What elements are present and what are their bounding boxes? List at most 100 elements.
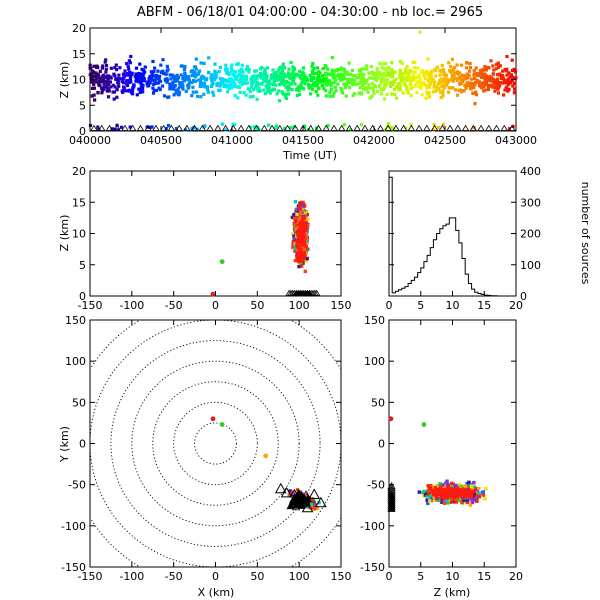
- station-marker: [469, 124, 478, 131]
- time-height-point: [89, 79, 94, 83]
- time-height-point: [433, 80, 437, 84]
- time-height-point: [162, 94, 167, 98]
- time-height-point: [447, 85, 451, 90]
- time-height-point: [219, 79, 224, 83]
- station-marker: [113, 124, 121, 131]
- time-height-point: [274, 124, 278, 128]
- time-height-point: [267, 79, 271, 83]
- time-height-point: [407, 71, 411, 75]
- time-tick-label: 040500: [140, 134, 182, 147]
- time-height-point: [129, 80, 133, 84]
- time-height-point: [391, 73, 395, 77]
- time-height-point: [401, 71, 405, 75]
- hist-x-tick-label: 15: [477, 299, 491, 312]
- time-height-point: [450, 57, 454, 61]
- time-height-point: [458, 77, 462, 81]
- station-marker: [415, 124, 423, 131]
- z-y-point: [434, 495, 439, 499]
- x-z-point: [298, 201, 303, 205]
- time-height-point: [104, 67, 108, 71]
- station-marker: [454, 124, 462, 131]
- time-height-point: [309, 92, 313, 96]
- z-y-point: [430, 489, 434, 494]
- time-height-point: [212, 78, 216, 82]
- time-height-point: [230, 77, 234, 81]
- time-height-point: [360, 74, 364, 78]
- time-height-point: [365, 78, 369, 82]
- time-height-point: [383, 83, 387, 87]
- hist-y-tick-label: 100: [520, 259, 541, 272]
- time-height-point: [398, 68, 402, 72]
- histogram-count-label: number of sources: [579, 182, 592, 285]
- z-y-point: [438, 482, 442, 486]
- time-height-point: [232, 82, 236, 86]
- time-height-point: [388, 81, 393, 85]
- time-height-point: [440, 77, 444, 81]
- time-height-point: [480, 75, 484, 79]
- x-z-point: [292, 236, 296, 240]
- time-height-point: [342, 67, 346, 71]
- time-height-point: [218, 77, 222, 81]
- plan-point: [312, 503, 316, 507]
- time-height-point: [376, 89, 380, 93]
- time-height-point: [150, 78, 154, 82]
- time-height-point: [278, 72, 282, 77]
- time-height-point: [421, 80, 425, 85]
- time-height-point: [311, 68, 315, 73]
- x-z-point: [299, 261, 304, 265]
- time-height-point: [128, 73, 132, 77]
- time-height-point: [104, 63, 109, 68]
- time-height-point: [153, 74, 157, 78]
- x-tick-label: -150: [78, 299, 103, 312]
- time-height-point: [327, 78, 331, 83]
- time-height-point: [330, 68, 334, 72]
- time-height-point: [312, 66, 316, 70]
- time-height-point: [280, 90, 284, 94]
- station-marker: [229, 124, 238, 131]
- station-marker: [260, 124, 269, 131]
- time-height-point: [280, 72, 284, 76]
- time-height-point: [340, 88, 344, 92]
- z-y-point: [470, 482, 474, 486]
- time-height-point: [127, 88, 132, 92]
- time-height-point: [380, 65, 384, 69]
- time-height-point: [432, 85, 436, 89]
- time-height-point: [390, 75, 394, 79]
- time-height-point: [400, 61, 404, 65]
- plan-outlier: [210, 416, 216, 422]
- time-height-point: [468, 69, 472, 73]
- station-marker: [291, 503, 301, 511]
- time-height-point: [329, 87, 333, 92]
- station-marker: [237, 124, 245, 131]
- time-height-point: [287, 75, 291, 79]
- time-height-point: [199, 61, 203, 65]
- station-marker: [128, 124, 137, 131]
- station-marker: [477, 124, 485, 131]
- time-height-point: [374, 79, 378, 83]
- time-height-point: [121, 90, 125, 94]
- time-height-point: [495, 79, 499, 83]
- time-height-point: [501, 69, 505, 73]
- time-height-point: [303, 74, 307, 78]
- time-height-point: [357, 73, 361, 77]
- time-height-point: [435, 66, 439, 70]
- time-height-point: [331, 94, 335, 98]
- time-height-point: [509, 80, 513, 85]
- time-height-point: [463, 84, 467, 88]
- y-tick-label: 0: [79, 438, 86, 451]
- time-height-point: [127, 59, 131, 63]
- time-height-panel: 040000 040500 041000 041500 042000 042500 0430…: [58, 22, 537, 162]
- time-height-point: [379, 81, 383, 85]
- time-height-point: [429, 82, 433, 86]
- time-height-point: [501, 77, 505, 81]
- time-height-point: [164, 72, 168, 76]
- time-height-point: [414, 84, 418, 88]
- histogram-frame: [388, 170, 517, 297]
- time-height-point: [194, 67, 198, 71]
- time-height-point: [363, 79, 367, 83]
- z-tick-label: 0: [79, 290, 86, 303]
- z-y-point: [481, 490, 485, 494]
- time-height-point: [106, 77, 110, 81]
- time-height-point: [100, 86, 104, 91]
